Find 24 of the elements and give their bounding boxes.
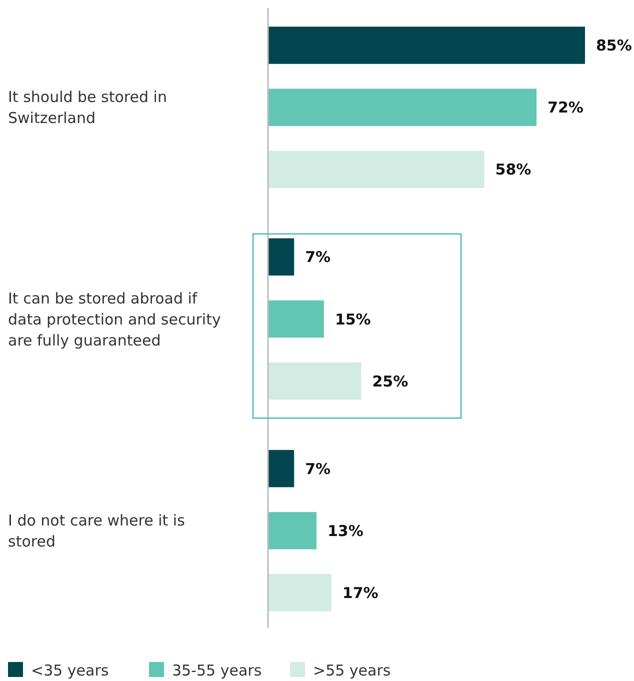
bar [268, 150, 484, 188]
bar [268, 238, 294, 276]
bar [268, 362, 362, 400]
legend-label: >55 years [313, 661, 391, 680]
data-label: 15% [334, 310, 371, 328]
bar [268, 88, 537, 126]
data-label: 58% [495, 160, 532, 179]
bar [268, 300, 324, 338]
data-label: 7% [305, 248, 331, 266]
data-label: 7% [305, 460, 331, 478]
y-tick-label: I do not care where it is stored [8, 511, 186, 550]
data-label: 72% [548, 98, 584, 117]
data-label: 13% [327, 522, 364, 540]
bar [268, 450, 294, 488]
y-tick-label: It should be stored in Switzerland [8, 88, 167, 128]
legend-label: <35 years [31, 661, 109, 680]
data-label: 25% [372, 372, 408, 390]
data-label: 85% [596, 36, 632, 55]
y-tick-label: It can be stored abroad if data protection and security are fully guaranteed [8, 289, 221, 350]
data-label: 17% [342, 584, 378, 602]
legend-label: 35-55 years [172, 661, 262, 680]
bar [268, 512, 316, 550]
bar [268, 574, 332, 612]
bar [268, 26, 585, 64]
